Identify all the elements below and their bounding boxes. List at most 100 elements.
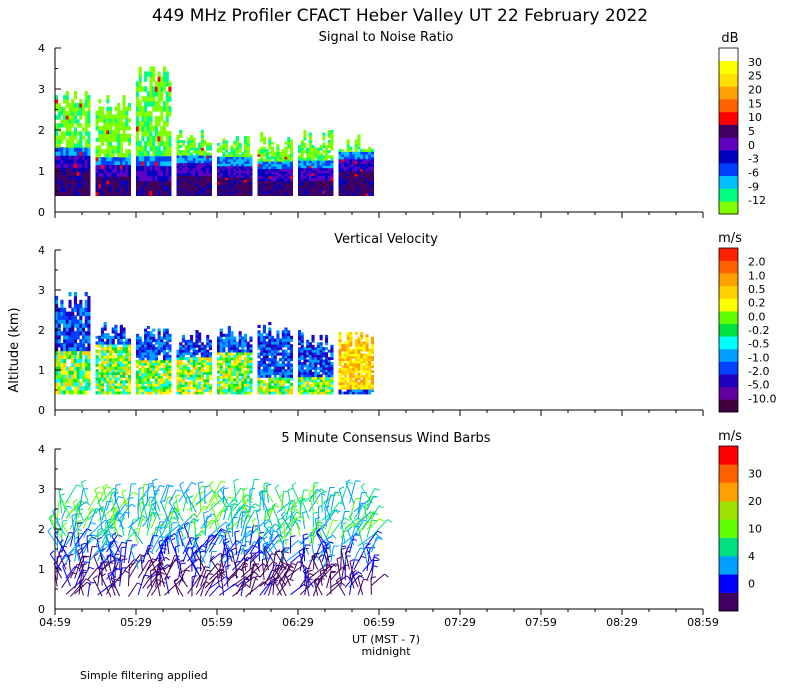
data-cell [200,185,204,189]
data-cell [298,337,302,341]
data-cell [303,180,307,184]
data-cell [346,389,350,392]
data-cell [127,355,131,359]
data-cell [308,362,312,365]
data-cell [311,145,315,148]
data-cell [98,382,102,387]
data-cell [284,391,288,395]
data-cell [146,378,150,382]
data-cell [154,116,158,122]
data-cell [311,349,315,353]
wind-barb-flag [129,521,135,527]
data-cell [357,171,361,174]
data-cell [265,154,269,157]
data-cell [260,358,264,362]
data-cell [154,354,158,358]
data-cell [230,346,234,350]
data-cell [184,183,188,186]
data-cell [176,369,180,373]
legend-label: -0.5 [748,338,769,351]
data-cell [63,123,67,128]
data-cell [289,190,293,194]
data-cell [95,369,99,373]
data-cell [217,341,221,345]
data-cell [117,191,121,196]
data-cell [122,191,126,196]
data-cell [346,339,350,342]
data-cell [271,146,275,150]
data-cell [103,172,107,177]
data-cell [157,76,161,82]
data-cell [235,179,239,183]
data-cell [349,176,353,179]
data-cell [230,145,234,148]
data-cell [84,99,88,104]
data-cell [79,143,83,148]
data-cell [68,159,72,164]
data-cell [370,339,374,342]
data-cell [68,147,72,152]
data-cell [262,171,266,174]
data-cell [106,355,110,359]
data-cell [187,352,191,356]
data-cell [279,158,283,162]
data-cell [354,386,358,390]
data-cell [206,142,210,146]
data-cell [87,343,91,348]
data-cell [314,376,318,380]
data-cell [198,389,202,392]
data-cell [303,389,307,392]
data-cell [60,307,64,312]
data-cell [206,354,210,358]
data-cell [246,184,250,187]
data-cell [268,322,272,326]
data-cell [190,337,194,341]
data-cell [68,171,72,176]
data-cell [109,153,113,158]
data-cell [238,333,242,337]
data-cell [362,358,366,361]
data-cell [314,354,318,358]
data-cell [76,171,80,176]
data-cell [184,366,188,370]
data-cell [57,135,61,140]
data-cell [327,357,331,360]
data-cell [260,344,264,348]
data-cell [163,170,167,177]
legend-vvel: m/s-10.0-5.0-2.0-1.0-0.5-0.20.00.20.51.0… [718,231,776,413]
data-cell [100,355,104,359]
data-cell [122,333,126,337]
data-cell [179,349,183,353]
data-cell [284,349,288,353]
data-cell [187,162,191,166]
data-cell [268,358,272,362]
data-cell [271,346,275,351]
data-cell [268,377,272,381]
wind-barb-flag [98,491,104,495]
data-cell [136,354,140,358]
data-cell [57,339,61,344]
data-cell [235,163,239,167]
data-cell [146,380,150,384]
data-cell [195,386,199,390]
data-cell [136,339,140,343]
data-cell [227,391,231,395]
data-cell [268,330,272,334]
data-cell [235,149,239,153]
data-cell [179,391,183,395]
data-cell [111,172,115,177]
data-cell [338,334,342,338]
data-cell [314,379,318,383]
data-cell [281,380,285,384]
wind-barb-flag [159,526,165,530]
data-cell [152,333,156,337]
wind-barb [176,529,180,546]
data-cell [55,382,59,387]
data-cell [246,181,250,185]
data-cell [241,386,245,390]
data-cell [370,188,374,192]
data-cell [192,344,196,348]
data-cell [111,374,115,378]
data-cell [273,171,277,174]
data-cell [330,354,334,358]
